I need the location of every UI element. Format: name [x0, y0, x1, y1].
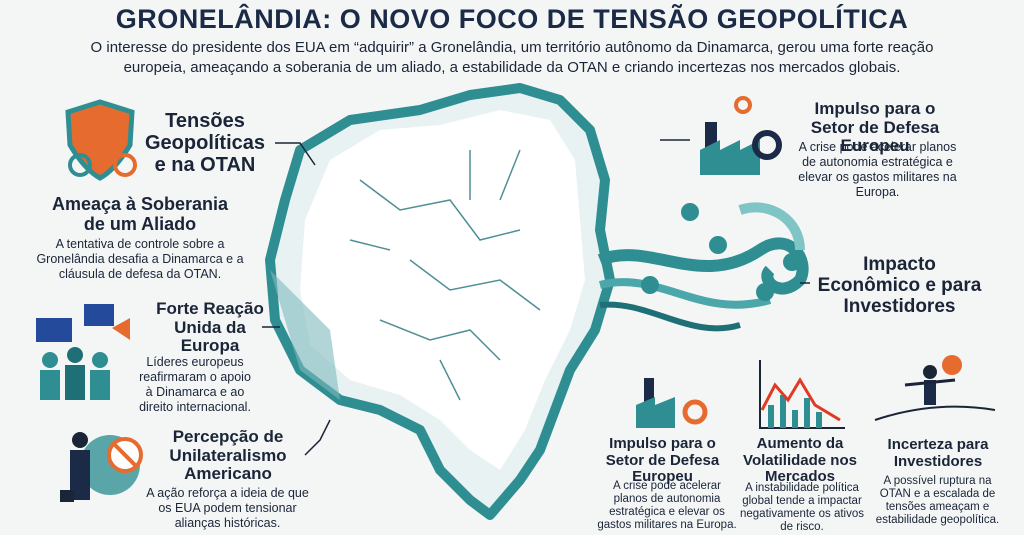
section-text: A crise pode acelerar planos de autonomi… — [597, 480, 737, 531]
section-heading: Tensões Geopolíticas e na OTAN — [144, 110, 266, 176]
section-text: A tentativa de controle sobre a Gronelân… — [36, 237, 244, 281]
volatility-chart-icon — [759, 360, 845, 429]
connector-lines — [262, 139, 810, 456]
section-heading: Forte Reação Unida da Europa — [156, 299, 264, 356]
europe-reaction-icon — [36, 304, 130, 400]
greenland-map — [265, 83, 615, 520]
title: GRONELÂNDIA: O NOVO FOCO DE TENSÃO GEOPO… — [115, 4, 909, 34]
section-heading: Percepção de Unilateralismo Americano — [169, 427, 287, 484]
section-heading: Impulso para o Setor de Defesa Europeu — [810, 99, 940, 156]
section-text: A possível ruptura na OTAN e a escalada … — [875, 475, 1000, 526]
uncertainty-icon — [874, 355, 996, 421]
section-text: Líderes europeus reafirmaram o apoio à D… — [139, 355, 251, 414]
section-heading: Incerteza para Investidores — [887, 436, 989, 470]
section-heading: Ameaça à Soberania de um Aliado — [51, 194, 229, 234]
section-text: A instabilidade política global tende a … — [739, 482, 865, 533]
section-heading: Aumento da Volatilidade nos Mercados — [743, 435, 857, 485]
defense-factory-icon-2 — [636, 378, 708, 428]
defense-factory-icon — [700, 96, 782, 175]
shield-icon — [65, 99, 137, 181]
section-heading: Impulso para o Setor de Defesa Europeu — [605, 435, 720, 485]
unilateralism-icon — [60, 432, 143, 502]
wave-illustration — [597, 202, 809, 332]
subtitle: O interesse do presidente dos EUA em “ad… — [90, 39, 934, 76]
section-text: A ação reforça a ideia de que os EUA pod… — [146, 486, 309, 530]
section-text: A crise pode acelerar planos de autonomi… — [798, 140, 957, 199]
section-heading: Impacto Econômico e para Investidores — [817, 254, 982, 317]
